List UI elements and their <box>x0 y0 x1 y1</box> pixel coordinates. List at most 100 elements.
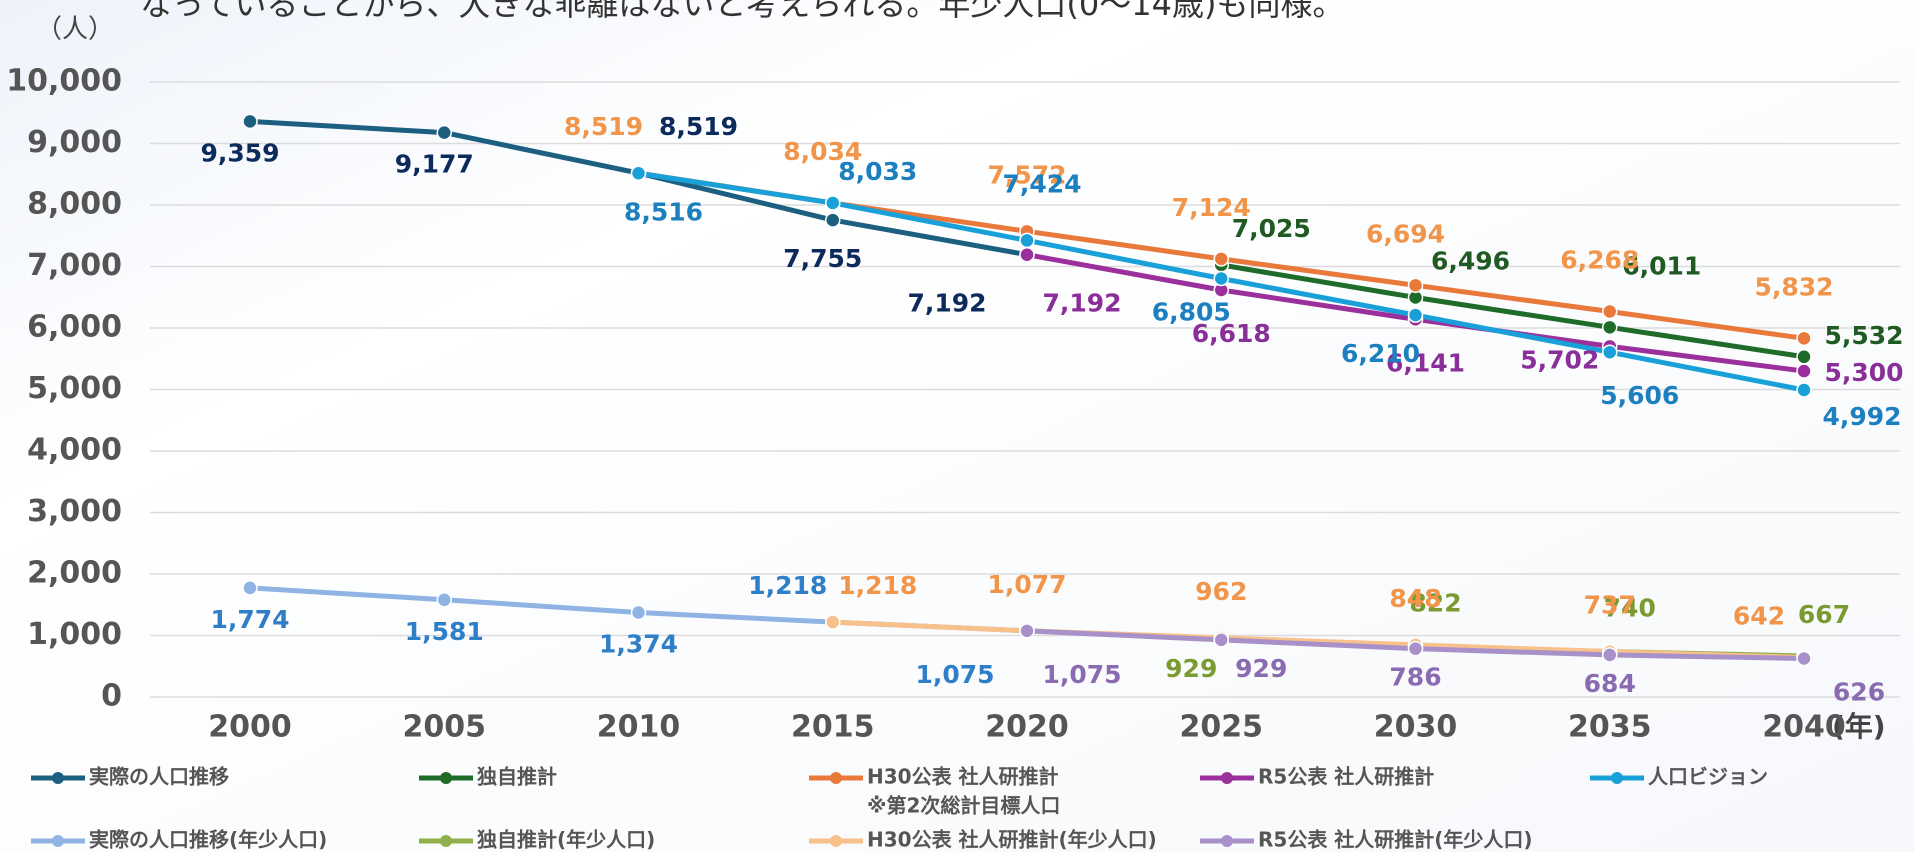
data-point <box>436 592 452 608</box>
data-label: 6,805 <box>1152 297 1231 326</box>
data-label: 929 <box>1235 654 1287 683</box>
legend-label: R5公表 社人研推計 <box>1258 765 1434 789</box>
y-tick-label: 6,000 <box>27 310 122 345</box>
x-tick-label: 2030 <box>1374 710 1458 745</box>
data-label: 7,192 <box>907 289 986 318</box>
data-label: 740 <box>1604 593 1656 622</box>
y-tick-label: 0 <box>101 679 122 714</box>
series-line <box>1220 262 1805 360</box>
data-label: 848 <box>1389 584 1441 613</box>
data-label: 7,124 <box>1172 193 1251 222</box>
legend-label: H30公表 社人研推計 <box>867 765 1059 789</box>
x-tick-label: 2015 <box>791 710 875 745</box>
data-point <box>1796 330 1812 347</box>
data-label: 5,702 <box>1520 345 1599 374</box>
data-label: 5,832 <box>1754 272 1833 301</box>
data-label: 1,374 <box>599 629 678 658</box>
data-label: 6,141 <box>1386 348 1465 377</box>
data-point <box>1602 319 1618 336</box>
data-point <box>1602 344 1618 360</box>
data-label: 6,496 <box>1431 246 1510 275</box>
data-point <box>825 614 841 630</box>
data-label: 737 <box>1584 591 1636 620</box>
legend-note: ※第2次総計目標人口 <box>867 794 1060 818</box>
data-point <box>1213 632 1229 648</box>
data-label: 8,034 <box>783 137 862 166</box>
data-label: 929 <box>1165 654 1217 683</box>
x-tick-label: 2040 <box>1762 710 1846 745</box>
data-label: 7,192 <box>1042 289 1121 318</box>
data-point <box>1796 382 1812 398</box>
data-label: 1,075 <box>1042 660 1121 689</box>
data-point <box>436 124 452 141</box>
data-point <box>242 580 258 596</box>
data-point <box>1213 251 1229 267</box>
data-point <box>1796 349 1812 365</box>
data-point <box>1407 640 1424 657</box>
y-tick-label: 10,000 <box>6 64 122 99</box>
x-tick-label: 2000 <box>208 710 292 745</box>
data-point <box>1602 303 1618 320</box>
data-label: 8,516 <box>624 197 703 226</box>
data-point <box>1796 363 1812 379</box>
legend-marker <box>1221 772 1233 784</box>
data-label: 1,581 <box>405 617 484 646</box>
data-point <box>1407 307 1424 323</box>
data-label: 6,694 <box>1366 219 1445 248</box>
y-tick-label: 9,000 <box>27 125 122 160</box>
data-label: 7,572 <box>987 160 1066 189</box>
x-tick-label: 2005 <box>403 710 487 745</box>
data-label: 7,755 <box>783 244 862 273</box>
y-tick-label: 2,000 <box>27 556 122 591</box>
data-label: 5,300 <box>1824 358 1903 387</box>
data-point <box>242 113 258 130</box>
y-tick-label: 3,000 <box>27 494 122 529</box>
data-label: 9,177 <box>395 150 474 179</box>
legend-label: R5公表 社人研推計(年少人口) <box>1258 828 1533 852</box>
data-point <box>1213 270 1229 287</box>
data-label: 1,218 <box>748 571 827 600</box>
data-label: 5,606 <box>1600 381 1679 410</box>
legend-marker <box>1611 772 1623 784</box>
data-label: 8,519 <box>659 112 738 141</box>
data-point <box>825 195 841 211</box>
data-point <box>1019 232 1035 249</box>
legend-marker <box>52 772 64 784</box>
legend-label: 人口ビジョン <box>1648 765 1768 789</box>
data-label: 1,218 <box>838 571 917 600</box>
x-tick-label: 2020 <box>985 710 1069 745</box>
y-tick-label: 7,000 <box>27 248 122 283</box>
legend-label: 実際の人口推移 <box>89 765 229 789</box>
legend-marker <box>830 835 842 847</box>
data-label: 786 <box>1389 663 1441 692</box>
data-label: 626 <box>1833 678 1885 707</box>
data-label: 6,268 <box>1560 246 1639 275</box>
data-label: 667 <box>1798 600 1850 629</box>
legend-label: 独自推計(年少人口) <box>477 828 655 852</box>
data-point <box>825 212 841 228</box>
data-label: 1,774 <box>210 605 289 634</box>
data-point <box>1796 650 1812 667</box>
data-label: 642 <box>1733 602 1785 631</box>
data-label: 6,011 <box>1622 251 1701 280</box>
x-tick-label: 2025 <box>1180 710 1264 745</box>
data-point <box>1602 647 1618 663</box>
legend-marker <box>830 772 842 784</box>
x-axis-unit: (年) <box>1832 710 1886 743</box>
data-point <box>630 604 647 621</box>
data-label: 8,519 <box>564 112 643 141</box>
y-tick-label: 4,000 <box>27 433 122 468</box>
y-axis-unit: （人） <box>36 15 114 45</box>
legend-marker <box>440 835 452 847</box>
y-tick-label: 5,000 <box>27 371 122 406</box>
data-label: 7,424 <box>1002 169 1081 198</box>
y-tick-label: 1,000 <box>27 617 122 652</box>
data-label: 9,359 <box>200 138 279 167</box>
data-point <box>630 165 647 182</box>
legend-label: H30公表 社人研推計(年少人口) <box>867 828 1157 852</box>
data-label: 8,033 <box>838 157 917 186</box>
legend-marker <box>440 772 452 784</box>
legend-label: 独自推計 <box>477 765 557 789</box>
